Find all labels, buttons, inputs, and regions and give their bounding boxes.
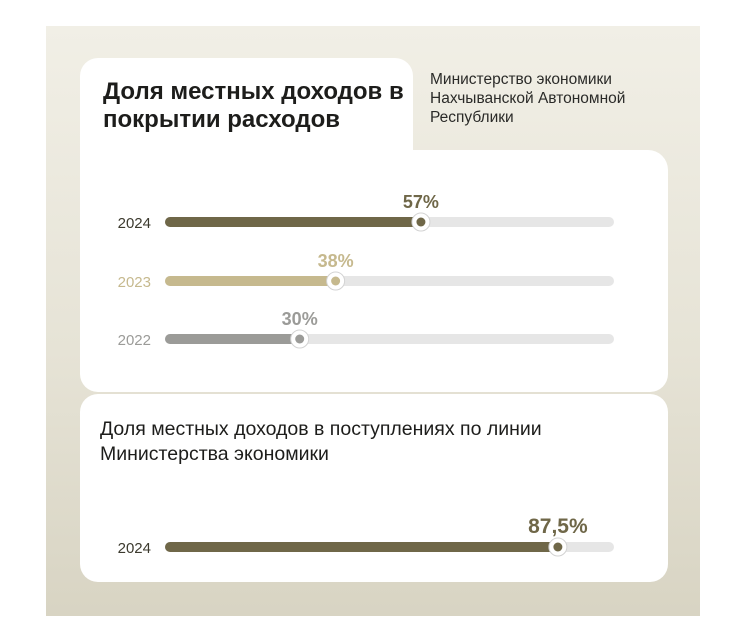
year-label-2024: 2024 [118, 540, 151, 557]
value-label-2022: 30% [282, 309, 318, 329]
year-label-2022: 2022 [118, 332, 151, 349]
value-label-2023: 38% [318, 251, 354, 271]
bar-marker-dot [416, 217, 426, 227]
chart-title: Доля местных доходов в покрытии расходов [103, 78, 404, 133]
value-label-2024: 57% [403, 192, 439, 212]
chart-subtitle: Доля местных доходов в поступлениях по л… [100, 418, 542, 465]
year-label-2023: 2023 [118, 274, 151, 291]
year-label-2024: 2024 [118, 215, 151, 232]
bar-2024 [165, 542, 558, 552]
bars-card [80, 150, 668, 392]
bar-marker-dot [331, 276, 341, 286]
bar-marker-dot [553, 542, 563, 552]
bar-2022 [165, 334, 300, 344]
value-label-2024: 87,5% [528, 515, 588, 538]
bar-2023 [165, 276, 336, 286]
bar-2024 [165, 217, 421, 227]
bar-marker-dot [295, 334, 305, 344]
source-label: Министерство экономики Нахчыванской Авто… [430, 71, 626, 126]
